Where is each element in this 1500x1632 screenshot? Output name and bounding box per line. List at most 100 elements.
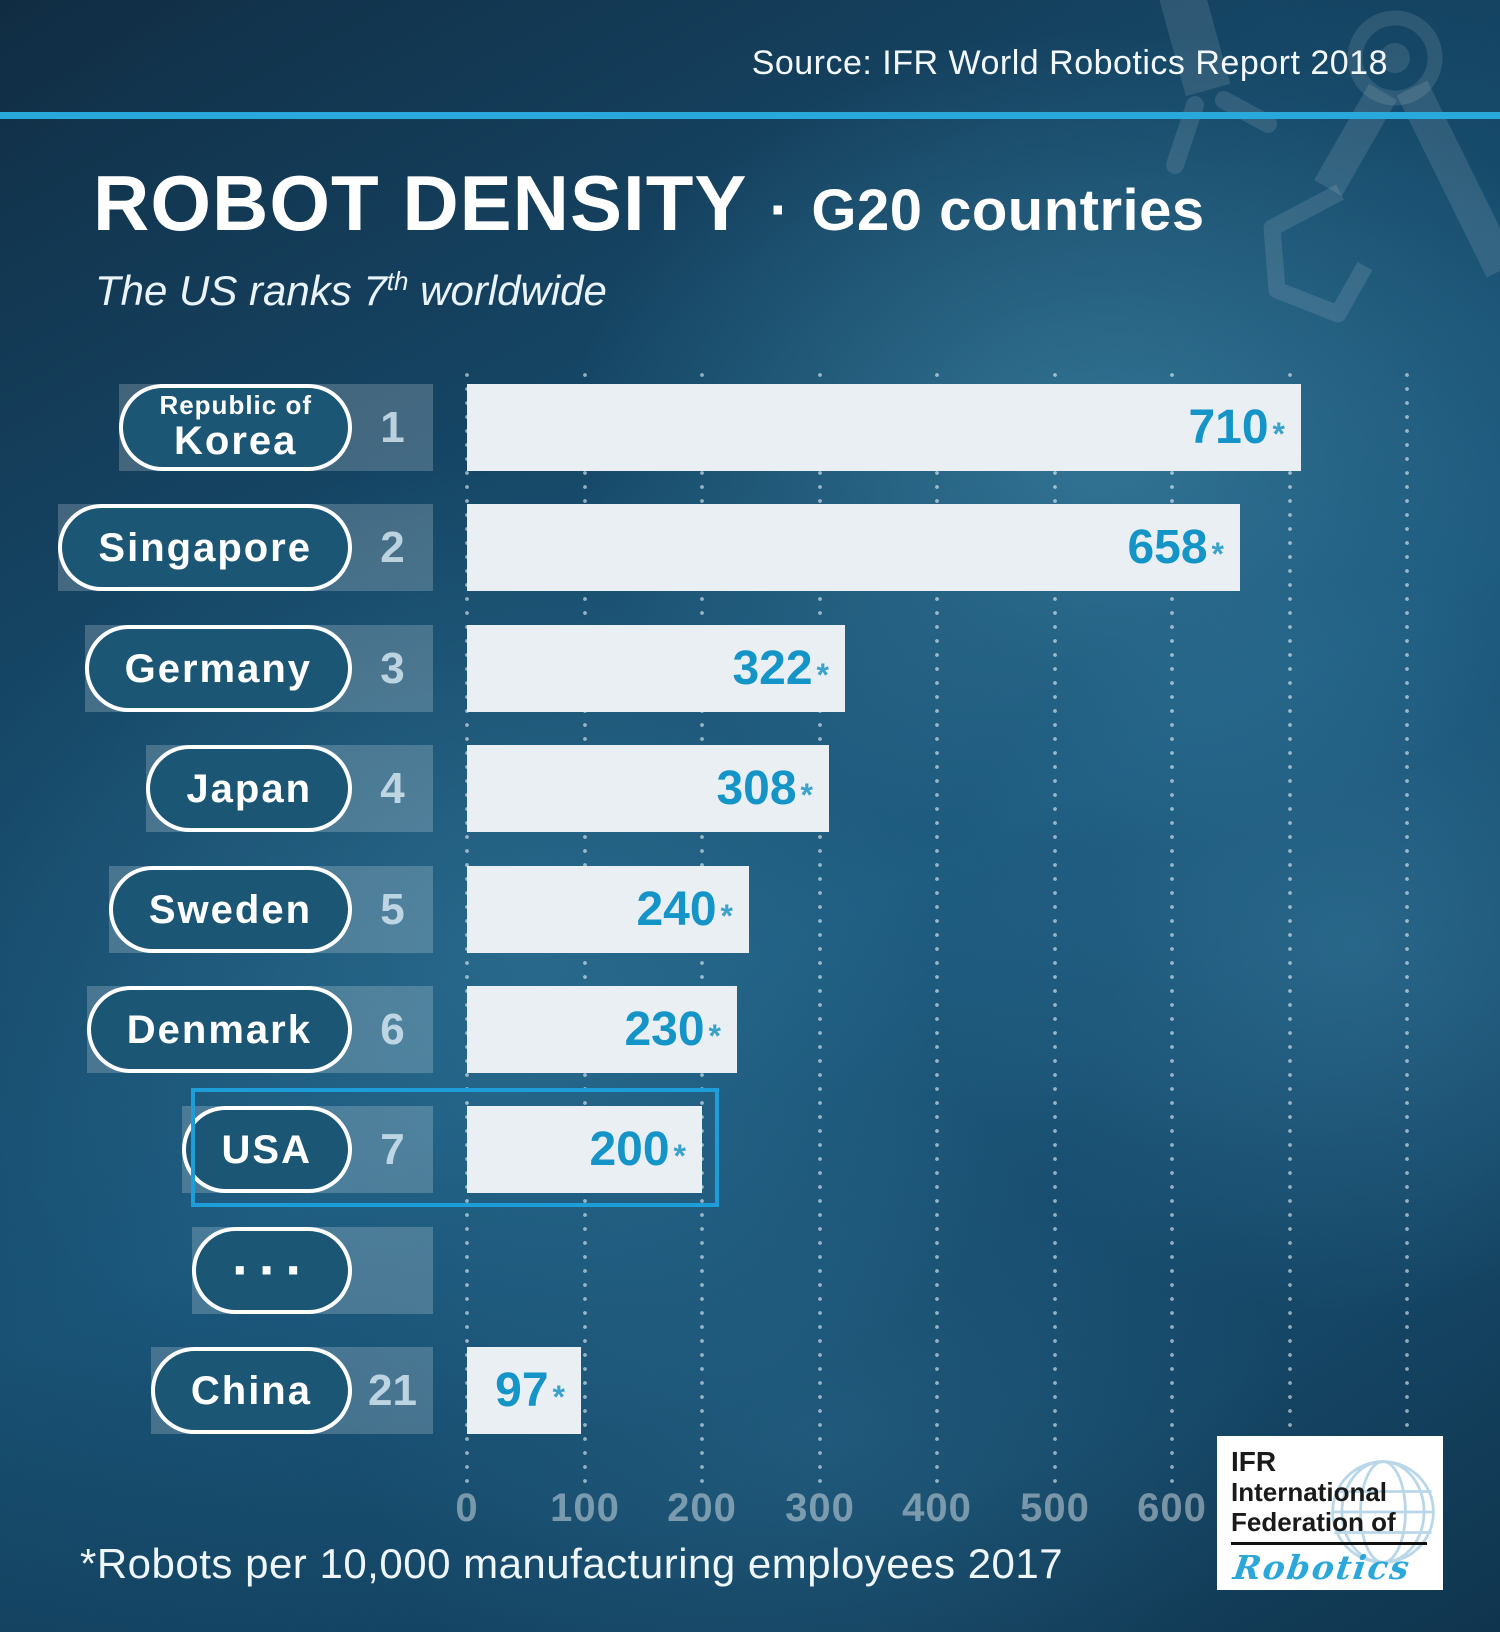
chart-row: Japan 4 308 * — [0, 745, 1500, 832]
chart-row: Germany 3 322 * — [0, 625, 1500, 712]
country-label: Denmark — [126, 1007, 312, 1052]
country-label-prefix: Republic of — [159, 389, 312, 420]
rank-number: 6 — [380, 1004, 405, 1054]
bar-value: 308 — [716, 762, 797, 815]
asterisk: * — [673, 1137, 686, 1174]
gridline — [1405, 368, 1409, 1484]
usa-highlight-box — [191, 1088, 719, 1207]
label-band: ··· — [192, 1227, 433, 1314]
x-axis: 0 100 200 300 400 500 600 — [0, 1486, 1500, 1536]
asterisk: * — [552, 1378, 565, 1415]
rank-number: 4 — [380, 763, 405, 813]
logo-divider — [1231, 1541, 1427, 1545]
country-label: Germany — [124, 646, 312, 691]
rank-number: 5 — [380, 884, 405, 934]
bar: 240 * — [467, 866, 749, 953]
rank-number: 7 — [380, 1124, 405, 1174]
title-separator: · — [769, 176, 790, 243]
ifr-logo: IFR International Federation of Robotics — [1217, 1436, 1443, 1590]
bar-value: 97 — [495, 1364, 549, 1417]
country-pill: Republic of Korea — [119, 384, 352, 471]
label-band: Sweden 5 — [108, 866, 433, 953]
gridline — [1288, 368, 1292, 1484]
country-pill: Japan — [146, 745, 352, 832]
logo-ifr: IFR — [1231, 1446, 1277, 1477]
gridline — [818, 368, 822, 1484]
country-label: Sweden — [148, 887, 312, 932]
globe-icon — [1331, 1460, 1435, 1564]
bar-value: 322 — [732, 642, 813, 695]
chart-row: Sweden 5 240 * — [0, 866, 1500, 953]
chart-row: Denmark 6 230 * — [0, 986, 1500, 1073]
label-cell: ··· — [0, 1227, 467, 1314]
bar-value: 200 — [589, 1123, 670, 1176]
title-main: ROBOT DENSITY — [93, 159, 748, 247]
label-cell: Singapore 2 — [0, 504, 467, 591]
label-cell: USA 7 — [0, 1106, 467, 1193]
subtitle-text-end: worldwide — [408, 267, 607, 314]
bar: 97 * — [467, 1347, 581, 1434]
title-suffix: G20 countries — [811, 178, 1205, 243]
asterisk: * — [720, 897, 733, 934]
asterisk: * — [816, 656, 829, 693]
country-pill: USA — [181, 1106, 352, 1193]
label-band: USA 7 — [181, 1106, 433, 1193]
subtitle-superscript: th — [386, 266, 409, 296]
country-pill: ··· — [192, 1227, 352, 1314]
label-band: Republic of Korea 1 — [119, 384, 433, 471]
label-cell: Republic of Korea 1 — [0, 384, 467, 471]
asterisk: * — [708, 1017, 721, 1054]
axis-tick-label: 500 — [1020, 1486, 1090, 1530]
label-band: Denmark 6 — [86, 986, 433, 1073]
axis-tick-label: 100 — [550, 1486, 620, 1530]
label-cell: Denmark 6 — [0, 986, 467, 1073]
chart-rows: Republic of Korea 1 710 * Singapore 2 658 * Germa… — [0, 384, 1500, 1467]
bar: 710 * — [467, 384, 1301, 471]
label-band: China 21 — [150, 1347, 433, 1434]
country-label: Singapore — [98, 525, 312, 570]
rank-number: 2 — [380, 522, 405, 572]
gridline — [1053, 368, 1057, 1484]
chart-row: China 21 97 * — [0, 1347, 1500, 1434]
label-cell: China 21 — [0, 1347, 467, 1434]
label-band: Germany 3 — [84, 625, 433, 712]
label-cell: Japan 4 — [0, 745, 467, 832]
country-pill: Singapore — [58, 504, 352, 591]
country-pill: Denmark — [86, 986, 352, 1073]
bar: 230 * — [467, 986, 737, 1073]
bar: 322 * — [467, 625, 845, 712]
country-label: Korea — [174, 419, 298, 464]
label-band: Japan 4 — [146, 745, 433, 832]
label-cell: Sweden 5 — [0, 866, 467, 953]
bar: 658 * — [467, 504, 1240, 591]
axis-tick-label: 600 — [1137, 1486, 1207, 1530]
gridline — [935, 368, 939, 1484]
asterisk: * — [800, 776, 813, 813]
axis-tick-label: 200 — [667, 1486, 737, 1530]
page-subtitle: The US ranks 7th worldwide — [95, 266, 607, 315]
bar-value: 710 — [1188, 401, 1269, 454]
country-pill: Sweden — [108, 866, 352, 953]
chart-row: Republic of Korea 1 710 * — [0, 384, 1500, 471]
country-label: Japan — [186, 766, 312, 811]
gridline — [1170, 368, 1174, 1484]
header-divider-line — [0, 112, 1500, 119]
rank-number: 21 — [368, 1365, 417, 1415]
label-cell: Germany 3 — [0, 625, 467, 712]
country-pill: China — [150, 1347, 352, 1434]
logo-robotics-script: Robotics — [1231, 1547, 1414, 1587]
logo-federation: Federation of — [1231, 1507, 1396, 1538]
country-label: China — [190, 1368, 312, 1413]
subtitle-text: The US ranks 7 — [95, 267, 387, 314]
asterisk: * — [1272, 415, 1285, 452]
axis-tick-label: 0 — [455, 1486, 479, 1530]
chart-row: USA 7 200 * — [0, 1106, 1500, 1193]
chart-row: Singapore 2 658 * — [0, 504, 1500, 591]
bar-value: 230 — [624, 1003, 705, 1056]
logo-international: International — [1231, 1477, 1388, 1508]
bar: 308 * — [467, 745, 829, 832]
axis-tick-label: 300 — [785, 1486, 855, 1530]
label-band: Singapore 2 — [58, 504, 433, 591]
page-title: ROBOT DENSITY · G20 countries — [93, 158, 1205, 249]
country-label: USA — [221, 1127, 312, 1172]
